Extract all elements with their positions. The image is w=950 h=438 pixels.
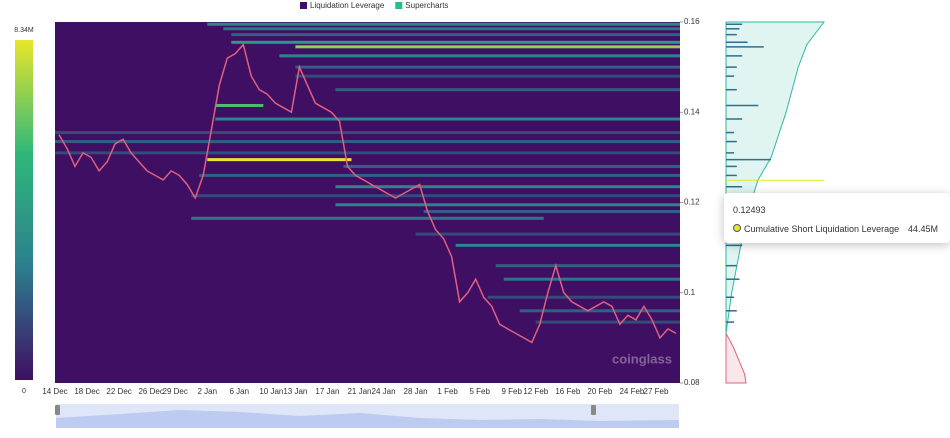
liquidation-level <box>191 194 680 198</box>
x-tick-label: 5 Feb <box>469 387 490 396</box>
liquidation-level <box>215 117 680 121</box>
x-tick-label: 14 Dec <box>42 387 67 396</box>
liquidation-level <box>207 22 680 26</box>
colorbar-label: 0 <box>22 388 26 395</box>
tooltip-value: 44.45M <box>907 224 938 234</box>
x-tick-label: 1 Feb <box>437 387 458 396</box>
x-tick-label: 9 Feb <box>501 387 522 396</box>
liquidation-level <box>295 65 680 69</box>
y-tick-label: 0.16 <box>684 17 700 26</box>
navigator-area <box>56 410 679 428</box>
x-tick-label: 27 Feb <box>644 387 669 396</box>
x-tick-label: 29 Dec <box>163 387 188 396</box>
navigator-handle[interactable] <box>55 405 60 415</box>
x-tick-label: 13 Jan <box>283 387 307 396</box>
legend-swatch <box>395 2 403 9</box>
y-tick-label: 0.14 <box>684 107 700 116</box>
liquidation-level <box>535 320 680 324</box>
x-tick-label: 10 Jan <box>259 387 283 396</box>
liquidation-level <box>231 33 681 37</box>
y-tick-label: 0.12 <box>684 198 700 207</box>
liquidation-level <box>335 203 680 207</box>
x-tick-label: 2 Jan <box>197 387 217 396</box>
legend-label: Supercharts <box>405 1 448 10</box>
x-tick-label: 17 Jan <box>315 387 339 396</box>
profile-area <box>725 333 747 384</box>
x-tick-label: 21 Jan <box>347 387 371 396</box>
y-tick-label: 0.1 <box>684 288 696 297</box>
liquidation-level <box>335 185 680 189</box>
colorbar-label: 8.34M <box>14 27 34 34</box>
x-tick-label: 24 Feb <box>619 387 644 396</box>
legend-label: Liquidation Leverage <box>310 1 385 10</box>
price-line <box>58 43 677 344</box>
x-tick-label: 24 Jan <box>372 387 396 396</box>
liquidation-level <box>335 88 680 92</box>
liquidation-level <box>295 74 680 78</box>
tooltip-series: Cumulative Short Liquidation Leverage <box>744 224 900 234</box>
tooltip-dot <box>733 224 741 232</box>
liquidation-level <box>455 243 680 247</box>
liquidation-level <box>503 277 680 281</box>
navigator-handle[interactable] <box>591 405 596 415</box>
liquidation-level <box>215 103 264 107</box>
y-tick-label: 0.08 <box>684 378 700 387</box>
liquidation-level <box>223 27 680 31</box>
liquidation-level <box>55 131 680 135</box>
liquidation-level <box>295 45 680 49</box>
legend-swatch <box>300 2 307 9</box>
tooltip-price: 0.12493 <box>733 205 766 215</box>
watermark: coinglass <box>612 351 672 366</box>
liquidation-level <box>191 216 544 220</box>
liquidation-level <box>199 173 680 177</box>
liquidation-level <box>495 264 680 268</box>
colorbar <box>15 40 33 380</box>
x-tick-label: 26 Dec <box>138 387 163 396</box>
x-tick-label: 28 Jan <box>404 387 428 396</box>
liquidation-level <box>415 232 680 236</box>
x-tick-label: 18 Dec <box>74 387 99 396</box>
liquidation-level <box>487 295 680 299</box>
liquidation-level <box>279 54 680 58</box>
tooltip: 0.12493 Cumulative Short Liquidation Lev… <box>724 193 950 243</box>
liquidation-level <box>55 151 680 155</box>
liquidation-level <box>519 309 680 313</box>
x-tick-label: 20 Feb <box>587 387 612 396</box>
liquidation-level <box>231 40 681 44</box>
profile-area <box>725 21 826 334</box>
liquidation-level <box>55 140 680 144</box>
x-tick-label: 22 Dec <box>106 387 131 396</box>
liquidation-level <box>207 158 352 162</box>
x-tick-label: 16 Feb <box>555 387 580 396</box>
liquidation-level <box>343 164 680 168</box>
x-tick-label: 12 Feb <box>523 387 548 396</box>
liquidation-level <box>423 210 680 214</box>
x-tick-label: 6 Jan <box>230 387 250 396</box>
